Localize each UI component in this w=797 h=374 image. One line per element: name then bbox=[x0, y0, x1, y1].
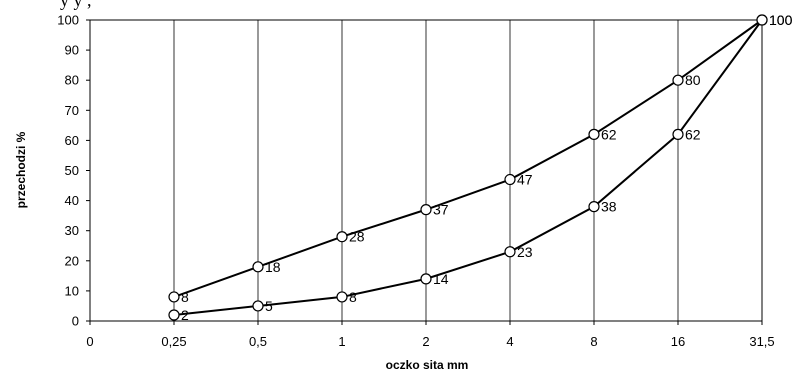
series-2-data-label-1: 2 bbox=[181, 307, 189, 323]
y-tick-label-10: 10 bbox=[65, 283, 79, 298]
series-1-point-2 bbox=[252, 261, 264, 273]
series-1-point-3 bbox=[336, 231, 348, 243]
series-2-point-1 bbox=[168, 309, 180, 321]
series-1-point-6 bbox=[588, 128, 600, 140]
series-2-data-label-3: 8 bbox=[349, 289, 357, 305]
y-tick-label-60: 60 bbox=[65, 133, 79, 148]
y-tick-label-90: 90 bbox=[65, 43, 79, 58]
series-1-data-label-1: 8 bbox=[181, 289, 189, 305]
x-tick-label-5: 4 bbox=[506, 334, 513, 349]
x-tick-label-2: 0,5 bbox=[249, 334, 267, 349]
x-axis-title: oczko sita mm bbox=[386, 358, 469, 372]
x-tick-labels: 0 0,25 0,5 1 2 4 8 16 31,5 bbox=[86, 321, 775, 349]
y-tick-labels: 0 10 20 30 40 50 60 70 80 90 100 bbox=[57, 13, 90, 329]
series-1-point-5 bbox=[504, 173, 516, 186]
series-2-data-label-5: 23 bbox=[517, 244, 533, 260]
series-2-point-2 bbox=[252, 300, 264, 312]
series-2-point-3 bbox=[336, 291, 348, 303]
x-tick-label-7: 16 bbox=[671, 334, 685, 349]
series-2-point-6 bbox=[588, 201, 600, 213]
header-fragment: y y , bbox=[60, 0, 92, 10]
series-1-data-label-3: 28 bbox=[349, 229, 365, 245]
y-axis-title: przechodzi % bbox=[14, 131, 28, 208]
x-tick-label-6: 8 bbox=[590, 334, 597, 349]
series-2-point-4 bbox=[420, 273, 432, 285]
grid-layer bbox=[173, 20, 679, 321]
x-tick-label-0: 0 bbox=[86, 334, 93, 349]
x-tick-label-3: 1 bbox=[338, 334, 345, 349]
y-tick-label-40: 40 bbox=[65, 193, 79, 208]
y-tick-label-30: 30 bbox=[65, 223, 79, 238]
series-line-2 bbox=[173, 19, 763, 316]
series-1-point-4 bbox=[420, 204, 432, 216]
series-2-point-7 bbox=[672, 128, 684, 140]
y-tick-label-50: 50 bbox=[65, 163, 79, 178]
series-1-point-1 bbox=[168, 291, 180, 303]
y-tick-label-80: 80 bbox=[65, 73, 79, 88]
series-1-data-label-4: 37 bbox=[433, 202, 449, 218]
series-1-data-label-7: 80 bbox=[685, 72, 701, 88]
series-1-point-7 bbox=[672, 74, 684, 86]
y-tick-label-100: 100 bbox=[57, 13, 79, 28]
y-tick-label-70: 70 bbox=[65, 103, 79, 118]
series-2-data-label-8: 100 bbox=[769, 12, 793, 28]
x-tick-label-8: 31,5 bbox=[749, 334, 774, 349]
series-2-point-5 bbox=[504, 246, 516, 258]
x-tick-label-1: 0,25 bbox=[161, 334, 186, 349]
series-2-data-label-6: 38 bbox=[601, 199, 617, 215]
series-2-data-label-7: 62 bbox=[685, 126, 701, 142]
series-line-1 bbox=[173, 19, 763, 298]
y-tick-label-0: 0 bbox=[72, 314, 79, 329]
series-1-data-label-2: 18 bbox=[265, 259, 281, 275]
series-1-data-label-6: 62 bbox=[601, 126, 617, 142]
y-tick-label-20: 20 bbox=[65, 253, 79, 268]
series-1-data-label-5: 47 bbox=[517, 172, 533, 188]
series-2-point-8 bbox=[756, 14, 768, 26]
series-2-data-label-2: 5 bbox=[265, 298, 273, 314]
series-1-data-label-8: 100 bbox=[769, 12, 793, 28]
series-2-data-label-4: 14 bbox=[433, 271, 449, 287]
series-layer bbox=[168, 14, 768, 321]
x-tick-label-4: 2 bbox=[422, 334, 429, 349]
